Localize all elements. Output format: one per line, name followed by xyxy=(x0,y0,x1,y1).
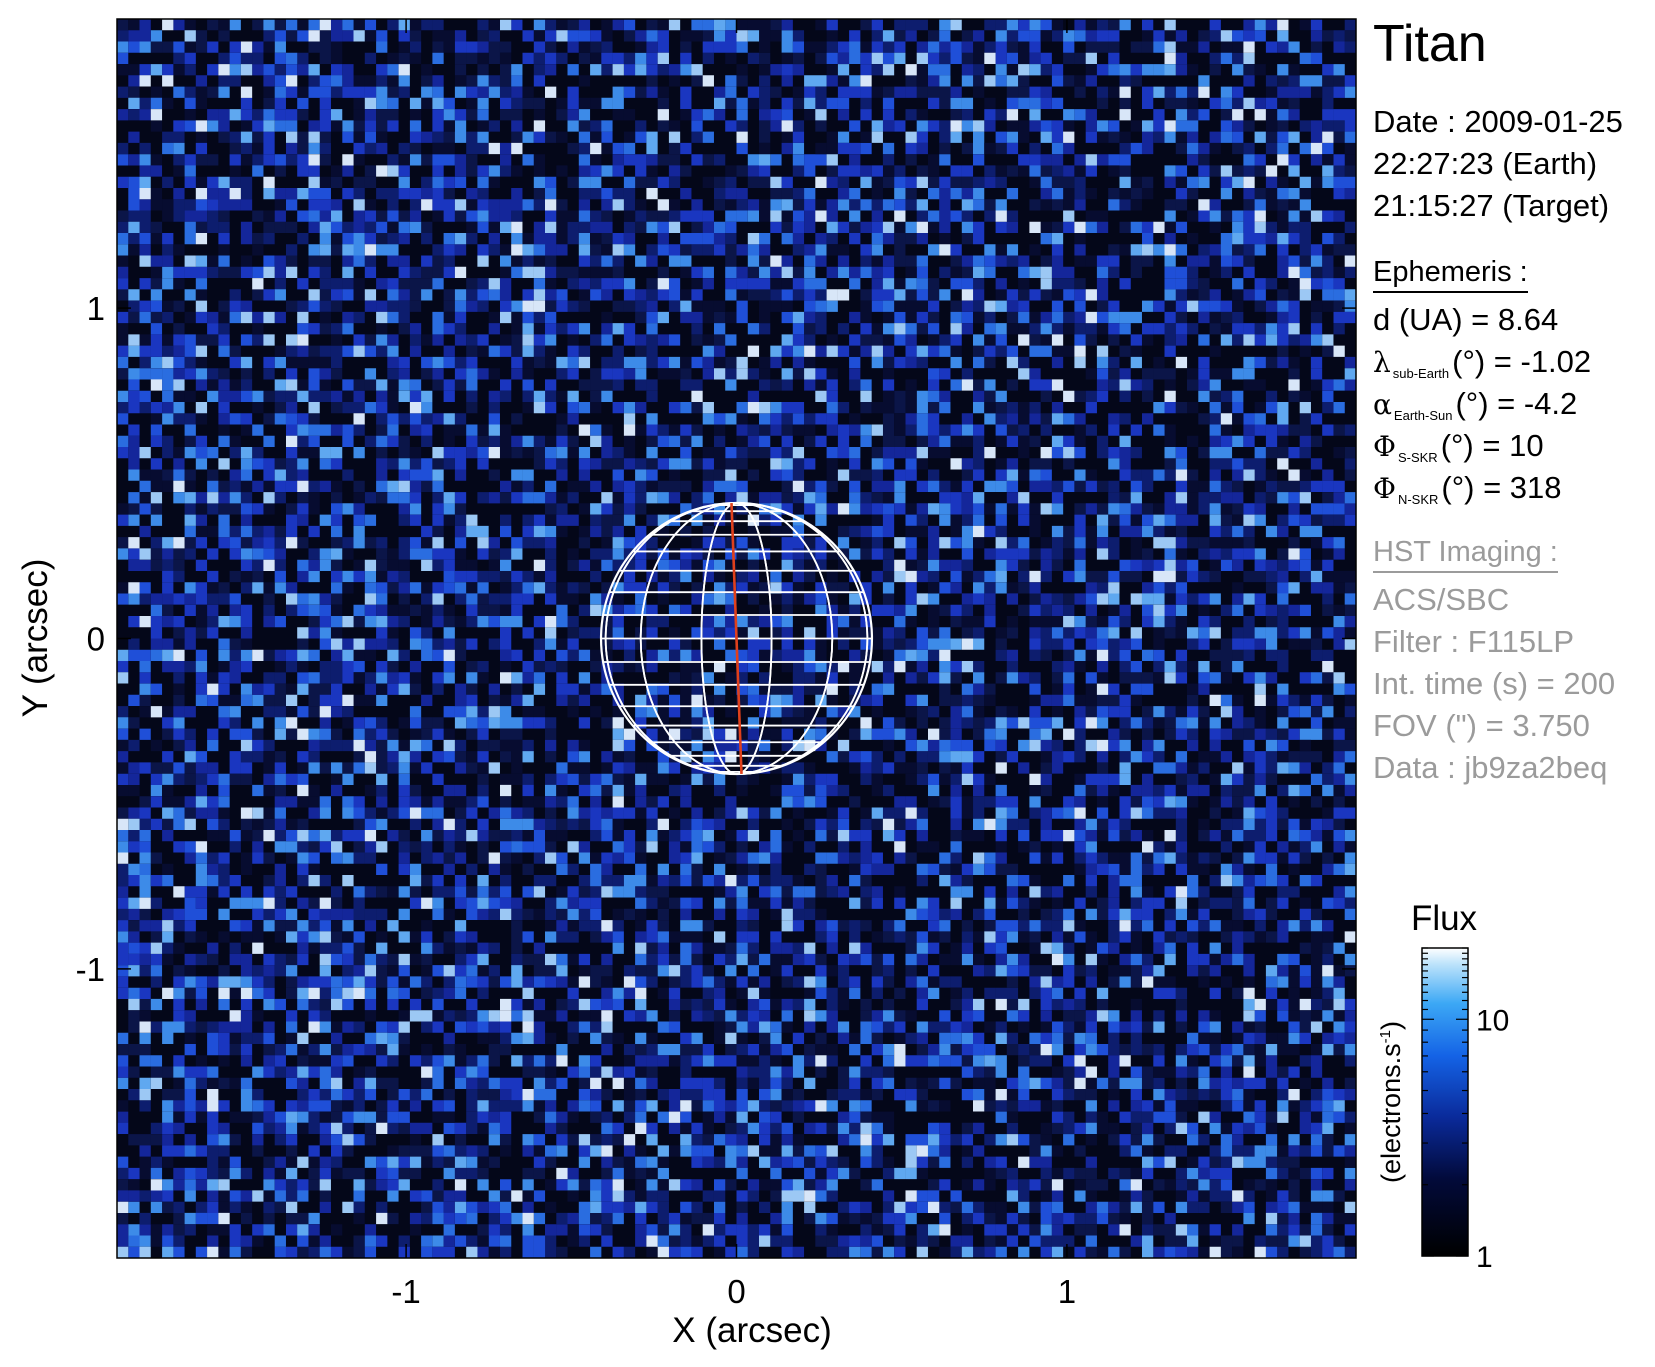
y-tick-label: -1 xyxy=(76,951,105,988)
phi-s-sub: S-SKR xyxy=(1397,450,1438,465)
colorbar-label: (electrons.s-1) xyxy=(1376,1021,1406,1183)
ephemeris-phi-n: Φ N-SKR(°) = 318 xyxy=(1373,467,1562,521)
lambda-sub: sub-Earth xyxy=(1392,366,1450,381)
target-title: Titan xyxy=(1373,15,1487,73)
lambda-value: (°) = -1.02 xyxy=(1452,344,1592,379)
colorbar-tick-label: 1 xyxy=(1476,1241,1493,1274)
phi-n-sub: N-SKR xyxy=(1397,492,1439,507)
obs-time-target: 21:15:27 (Target) xyxy=(1373,188,1610,223)
colorbar-ticks: 1 10 xyxy=(1422,947,1509,1274)
hst-fov: FOV (") = 3.750 xyxy=(1373,708,1590,743)
hst-header: HST Imaging : xyxy=(1373,536,1558,573)
ephemeris-phi-s: Φ S-SKR(°) = 10 xyxy=(1373,425,1544,479)
colorbar-title: Flux xyxy=(1411,899,1478,938)
alpha-symbol: α xyxy=(1373,388,1392,421)
longitude-line xyxy=(604,502,869,775)
colorbar-gradient xyxy=(1421,947,1469,1257)
phi-s-symbol: Φ xyxy=(1373,430,1396,463)
ephemeris-header: Ephemeris : xyxy=(1373,256,1528,293)
phi-n-value: (°) = 318 xyxy=(1441,470,1562,505)
central-meridian xyxy=(730,502,743,775)
lambda-symbol: λ xyxy=(1373,346,1391,379)
phi-n-symbol: Φ xyxy=(1373,472,1396,505)
ephemeris-alpha: α Earth-Sun(°) = -4.2 xyxy=(1373,383,1577,437)
alpha-value: (°) = -4.2 xyxy=(1455,386,1578,421)
hst-instrument: ACS/SBC xyxy=(1373,582,1510,617)
colorbar: Flux (electrons.s-1) 1 10 xyxy=(1376,899,1509,1274)
y-axis-label: Y (arcsec) xyxy=(16,559,55,718)
x-tick-label: -1 xyxy=(391,1273,420,1310)
flux-pixels xyxy=(116,19,1356,1258)
y-tick-label: 1 xyxy=(87,290,105,327)
phi-s-value: (°) = 10 xyxy=(1440,428,1544,463)
flux-pixels xyxy=(116,19,1356,1258)
hst-int-time: Int. time (s) = 200 xyxy=(1373,666,1616,701)
obs-date: Date : 2009-01-25 xyxy=(1373,104,1623,139)
hst-data-id: Data : jb9za2beq xyxy=(1373,750,1608,785)
obs-time-earth: 22:27:23 (Earth) xyxy=(1373,146,1598,181)
ephemeris-distance: d (UA) = 8.64 xyxy=(1373,302,1559,337)
planet-grid xyxy=(599,501,874,776)
hst-filter: Filter : F115LP xyxy=(1373,624,1575,659)
alpha-sub: Earth-Sun xyxy=(1393,408,1453,423)
y-tick-label: 0 xyxy=(87,621,105,658)
ephemeris-lambda: λ sub-Earth(°) = -1.02 xyxy=(1373,341,1591,395)
x-tick-label: 1 xyxy=(1058,1273,1076,1310)
axes: -1 0 1 -1 0 1 xyxy=(76,19,1356,1310)
x-axis-label: X (arcsec) xyxy=(672,1311,831,1350)
x-tick-label: 0 xyxy=(727,1273,745,1310)
colorbar-tick-label: 10 xyxy=(1476,1004,1509,1037)
flux-image xyxy=(116,19,1356,1258)
